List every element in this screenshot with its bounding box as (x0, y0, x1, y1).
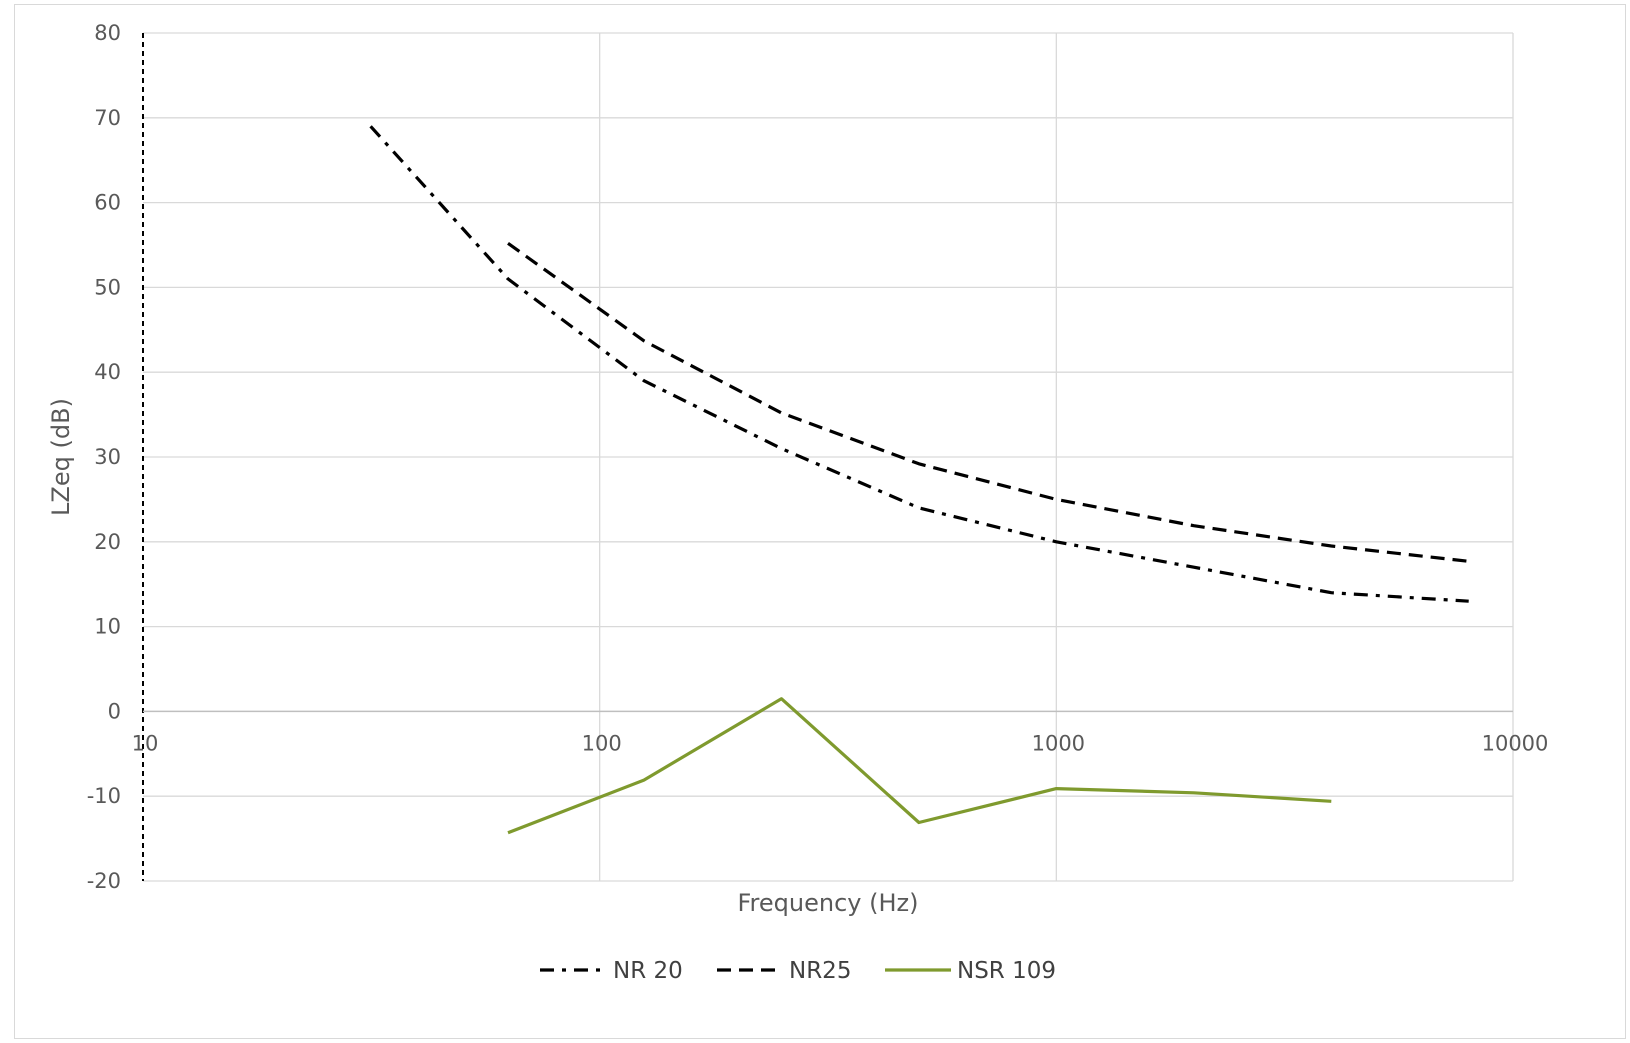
y-tick-label: 0 (108, 699, 121, 723)
legend-label: NSR 109 (957, 958, 1056, 984)
legend: NR 20 NR25 NSR 109 (540, 958, 1056, 984)
legend-label: NR 20 (613, 958, 683, 984)
series-group (369, 125, 1469, 835)
x-axis-title: Frequency (Hz) (738, 889, 919, 917)
chart-frame (14, 4, 1626, 1039)
y-axis-ticks: -20 -10 0 10 20 30 40 50 60 70 80 (87, 21, 121, 893)
y-axis-title: LZeq (dB) (47, 398, 75, 516)
x-tick-label: 10000 (1482, 731, 1549, 755)
series-line-2 (507, 697, 1332, 835)
y-tick-label: -10 (87, 784, 121, 808)
y-tick-label: 30 (94, 445, 121, 469)
y-tick-label: 50 (94, 275, 121, 299)
y-tick-label: -20 (87, 869, 121, 893)
y-tick-label: 40 (94, 360, 121, 384)
legend-label: NR25 (789, 958, 851, 984)
y-tick-label: 70 (94, 106, 121, 130)
x-tick-label: 10 (132, 731, 159, 755)
x-tick-label: 1000 (1032, 731, 1085, 755)
series-line-1 (507, 241, 1469, 563)
x-axis-ticks: 10 100 1000 10000 (132, 731, 1549, 755)
series-line-0 (369, 125, 1469, 603)
y-tick-label: 10 (94, 615, 121, 639)
x-tick-label: 100 (582, 731, 622, 755)
y-tick-label: 20 (94, 530, 121, 554)
y-tick-label: 80 (94, 21, 121, 45)
grid (143, 32, 1514, 882)
y-tick-label: 60 (94, 191, 121, 215)
